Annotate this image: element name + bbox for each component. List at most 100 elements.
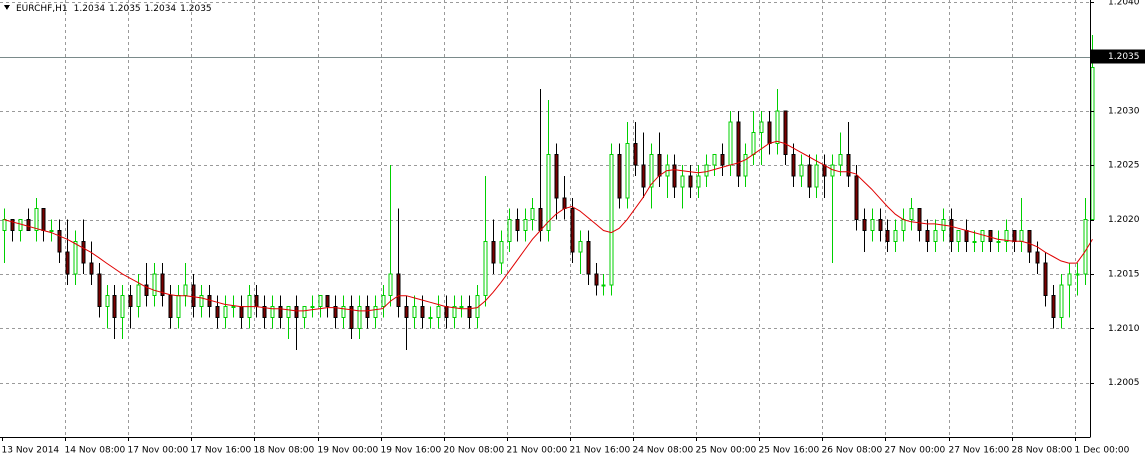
x-tick-label: 27 Nov 16:00 bbox=[949, 446, 1010, 456]
candle-body bbox=[404, 306, 409, 318]
candle-body bbox=[436, 306, 441, 318]
x-tick-label: 17 Nov 00:00 bbox=[128, 446, 189, 456]
candle-body bbox=[207, 295, 212, 308]
candle-body bbox=[688, 175, 693, 188]
candle-body bbox=[215, 306, 220, 318]
candle-body bbox=[1090, 66, 1095, 221]
y-tick-label: 1.2015 bbox=[1108, 269, 1140, 279]
candle-body bbox=[751, 132, 756, 155]
candle-body bbox=[491, 240, 496, 264]
candle-body bbox=[1012, 229, 1017, 242]
candle-body bbox=[885, 229, 890, 242]
candle-body bbox=[530, 208, 535, 221]
candle-body bbox=[499, 240, 504, 264]
candle-body bbox=[231, 306, 236, 309]
header-close: 1.2035 bbox=[180, 4, 212, 14]
candle-body bbox=[341, 306, 346, 318]
menu-arrow[interactable] bbox=[4, 5, 10, 10]
candle-body bbox=[956, 229, 961, 242]
candle-body bbox=[822, 164, 827, 177]
candle-body bbox=[41, 208, 46, 231]
candle-body bbox=[81, 240, 86, 264]
candle-body bbox=[120, 295, 125, 318]
candle-body bbox=[10, 219, 15, 231]
candle-body bbox=[523, 219, 528, 231]
candle-body bbox=[1027, 229, 1032, 253]
x-tick-label: 21 Nov 00:00 bbox=[507, 446, 568, 456]
x-tick-label: 18 Nov 08:00 bbox=[254, 446, 315, 456]
y-tick-label: 1.2010 bbox=[1108, 324, 1140, 334]
candle-body bbox=[452, 306, 457, 318]
candle-body bbox=[239, 306, 244, 318]
candle-body bbox=[578, 240, 583, 253]
candle-body bbox=[988, 229, 993, 242]
candle-body bbox=[1059, 284, 1064, 318]
x-tick-label: 26 Nov 08:00 bbox=[822, 446, 883, 456]
candle-body bbox=[980, 229, 985, 242]
y-tick-label: 1.2020 bbox=[1108, 215, 1140, 225]
symbol: EURCHF,H1 bbox=[16, 4, 68, 14]
candle-body bbox=[381, 295, 386, 308]
x-tick-label: 24 Nov 08:00 bbox=[633, 446, 694, 456]
candle-body bbox=[720, 153, 725, 166]
y-tick-label: 1.2040 bbox=[1108, 0, 1140, 8]
candle-body bbox=[791, 153, 796, 177]
candle-body bbox=[373, 306, 378, 318]
candle-body bbox=[759, 121, 764, 134]
marks bbox=[2, 34, 1095, 351]
candle-body bbox=[199, 295, 204, 308]
candle-body bbox=[26, 219, 31, 231]
grid bbox=[0, 0, 1090, 437]
candle-body bbox=[830, 164, 835, 177]
candle-body bbox=[1075, 273, 1080, 276]
candle-body bbox=[680, 175, 685, 188]
y-tick-label: 1.2030 bbox=[1108, 106, 1140, 116]
candle-body bbox=[444, 306, 449, 318]
candle-body bbox=[949, 219, 954, 242]
candle-body bbox=[515, 219, 520, 231]
candle-body bbox=[838, 153, 843, 166]
candle-body bbox=[507, 219, 512, 242]
candle-body bbox=[18, 219, 23, 231]
candle-body bbox=[136, 284, 141, 308]
candle-body bbox=[34, 208, 39, 231]
candle-body bbox=[1067, 273, 1072, 286]
candle-body bbox=[318, 295, 323, 308]
candle-body bbox=[972, 240, 977, 243]
candle-body bbox=[144, 284, 149, 297]
candle-body bbox=[601, 284, 606, 287]
candle-body bbox=[223, 306, 228, 318]
candle-body bbox=[168, 295, 173, 318]
candle-body bbox=[262, 306, 267, 318]
candle-body bbox=[657, 153, 662, 177]
candle-body bbox=[609, 153, 614, 286]
candle-body bbox=[357, 306, 362, 329]
candle-body bbox=[49, 229, 54, 232]
candle-body bbox=[554, 153, 559, 199]
candle-body bbox=[176, 295, 181, 318]
candle-body bbox=[1019, 229, 1024, 242]
candle-body bbox=[278, 306, 283, 318]
candle-body bbox=[586, 240, 591, 275]
candle-body bbox=[925, 229, 930, 242]
x-tick-label: 21 Nov 16:00 bbox=[570, 446, 631, 456]
candle-body bbox=[388, 273, 393, 297]
price-box-label: 1.2035 bbox=[1108, 52, 1140, 62]
candle-body bbox=[625, 142, 630, 199]
price-box bbox=[1091, 49, 1145, 64]
candle-body bbox=[325, 295, 330, 308]
candle-body bbox=[846, 153, 851, 177]
x-tick-label: 19 Nov 16:00 bbox=[381, 446, 442, 456]
candle-body bbox=[799, 164, 804, 177]
candle-body bbox=[73, 240, 78, 275]
header: EURCHF,H1 1.2034 1.2035 1.2034 1.2035 bbox=[16, 4, 212, 14]
candle-body bbox=[152, 273, 157, 297]
candle-body bbox=[105, 295, 110, 308]
candle-body bbox=[672, 164, 677, 188]
candle-body bbox=[546, 153, 551, 231]
candle-body bbox=[917, 208, 922, 231]
x-tick-label: 25 Nov 00:00 bbox=[696, 446, 757, 456]
candle-body bbox=[428, 316, 433, 319]
candle-body bbox=[89, 262, 94, 275]
candle-body bbox=[349, 306, 354, 329]
